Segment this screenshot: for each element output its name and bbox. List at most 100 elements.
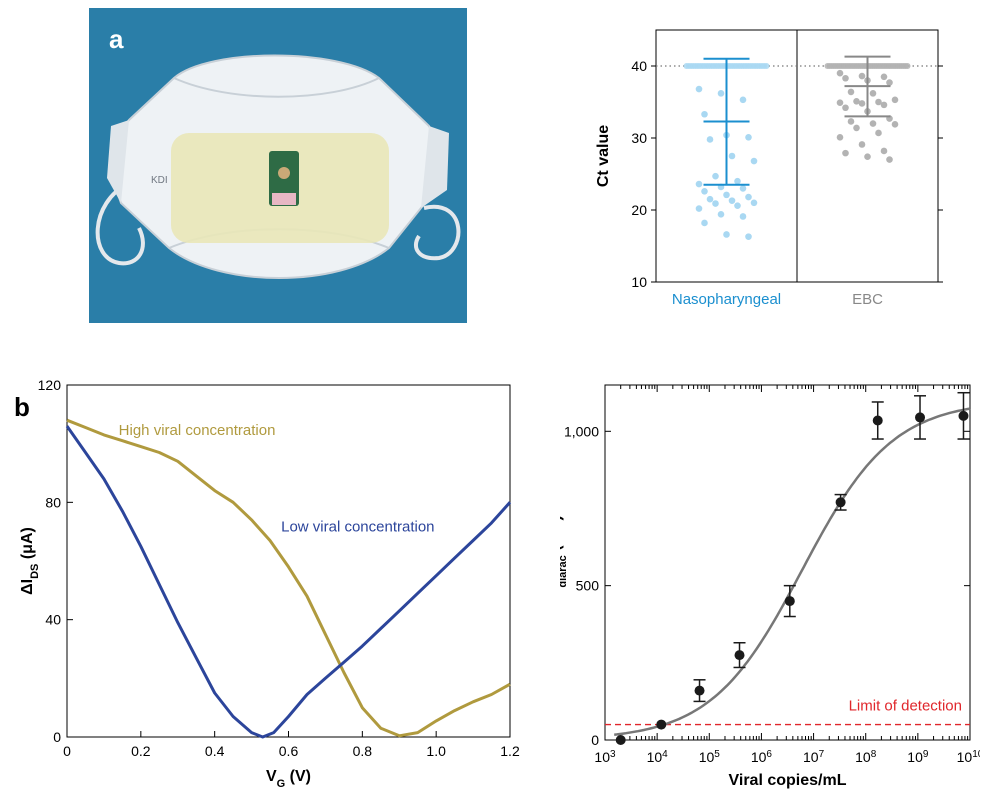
- x-tick-label: 1.0: [426, 743, 446, 759]
- ct-point: [717, 211, 725, 218]
- ct-point: [723, 231, 730, 238]
- ct-point: [701, 110, 708, 118]
- ct-point: [712, 200, 719, 207]
- y-tick-label: 30: [631, 130, 647, 146]
- ct-point: [750, 157, 758, 165]
- x-tick-label: 107: [803, 749, 825, 766]
- ear-loop-left: [95, 181, 145, 266]
- y-tick-label: 1,000: [564, 423, 599, 439]
- y-tick-label: 40: [45, 612, 61, 628]
- data-point: [872, 415, 883, 426]
- data-point: [734, 650, 745, 661]
- ct-point: [880, 73, 888, 81]
- mask-photo: KDI a: [89, 8, 467, 323]
- ct-point: [836, 99, 844, 107]
- y-tick-label: 0: [591, 732, 599, 748]
- panel-label-b: b: [14, 392, 30, 422]
- x-tick-label: 0.8: [353, 743, 373, 759]
- series-line: [66, 418, 511, 738]
- ct-point: [723, 191, 730, 199]
- series-label: Low viral concentration: [281, 519, 434, 536]
- ct-point: [750, 199, 758, 207]
- ct-point: [695, 205, 703, 212]
- y-tick-label: 20: [631, 202, 647, 218]
- data-point: [615, 735, 626, 745]
- ct-point: [847, 88, 855, 96]
- x-tick-label: 104: [647, 749, 669, 766]
- x-tick-label: 103: [594, 749, 616, 766]
- ct-point: [836, 133, 844, 141]
- ct-point: [886, 156, 893, 163]
- ct-point: [864, 153, 871, 161]
- ct-point: [880, 101, 888, 109]
- ct-point: [842, 74, 849, 82]
- mask-flap-left: [107, 120, 129, 203]
- x-tick-label: 0.4: [205, 743, 225, 759]
- ct-point: [853, 124, 860, 132]
- y-tick-label: 500: [576, 578, 600, 594]
- ct-point: [739, 213, 747, 220]
- ct-point: [701, 219, 708, 227]
- x-tick-label: 105: [699, 749, 721, 766]
- ct-point: [706, 136, 714, 143]
- ct-point: [886, 79, 893, 86]
- data-point: [656, 719, 667, 730]
- ct-point: [858, 141, 866, 148]
- ct-point: [739, 185, 747, 192]
- ct-point: [745, 133, 752, 141]
- ids-vg-chart: 0 40 80 120 0 0.2 0.4 0.6 0.8 1.0 1.2 VG (V) ΔIDS (μ…: [20, 377, 520, 790]
- ct-point: [728, 152, 736, 160]
- ct-point: [891, 121, 899, 128]
- x-tick-label: 0.6: [279, 743, 299, 759]
- panel-label-a: a: [109, 24, 124, 54]
- ct-point: [701, 187, 708, 195]
- y-tick-label: 40: [631, 58, 647, 74]
- x-tick-label: 106: [751, 749, 773, 766]
- ct-point: [739, 96, 747, 104]
- ct-point: [728, 197, 736, 204]
- fit-curve: [614, 407, 971, 736]
- x-tick-label: 1.2: [500, 743, 520, 759]
- category-label: Nasopharyngeal: [672, 291, 781, 308]
- ct-point-at-limit: [904, 63, 911, 69]
- y-axis-label: Ct value: [595, 125, 612, 187]
- mask-imprint: KDI: [151, 175, 168, 186]
- series-label: High viral concentration: [119, 422, 276, 439]
- ct-point: [745, 233, 752, 240]
- ct-point-at-limit: [763, 63, 770, 69]
- x-axis-label: VG (V): [266, 768, 311, 790]
- x-tick-label: 108: [855, 749, 877, 766]
- ct-point: [695, 85, 703, 93]
- x-tick-label: 1010: [957, 749, 980, 766]
- y-axis-label: ΔVdiarac (mV): [560, 515, 569, 610]
- sensor-pad: [272, 193, 296, 205]
- y-tick-label: 80: [45, 494, 61, 510]
- ct-point: [891, 96, 899, 104]
- data-point: [958, 410, 969, 421]
- ct-point: [853, 97, 860, 105]
- data-point: [784, 596, 795, 607]
- x-tick-label: 0.2: [131, 743, 151, 759]
- dose-response-chart: 0 500 1,000 103 104 105 106 107 108 109 1010 Viral …: [560, 384, 980, 789]
- ct-point: [842, 149, 849, 157]
- mask-flap-right: [421, 126, 449, 208]
- y-tick-label: 0: [53, 729, 61, 745]
- ct-point: [858, 72, 866, 80]
- ct-value-chart: 10 20 30 40 Ct value Nasopharyngeal EBC: [595, 29, 943, 308]
- data-point: [915, 412, 926, 423]
- plot-frame: [604, 384, 971, 741]
- ct-point: [858, 100, 866, 107]
- category-label: EBC: [852, 291, 883, 308]
- ct-point: [842, 104, 849, 112]
- y-tick-label: 120: [38, 377, 62, 393]
- y-axis-label: ΔIDS (μA): [20, 527, 41, 595]
- ct-point: [706, 195, 714, 203]
- ct-point: [847, 118, 855, 125]
- sensor-electrode: [278, 167, 290, 179]
- series-line: [65, 425, 512, 739]
- data-point: [835, 497, 846, 508]
- ct-point: [869, 90, 877, 97]
- y-tick-label: 10: [631, 274, 647, 290]
- x-tick-label: 109: [907, 749, 929, 766]
- x-tick-label: 0: [63, 743, 71, 759]
